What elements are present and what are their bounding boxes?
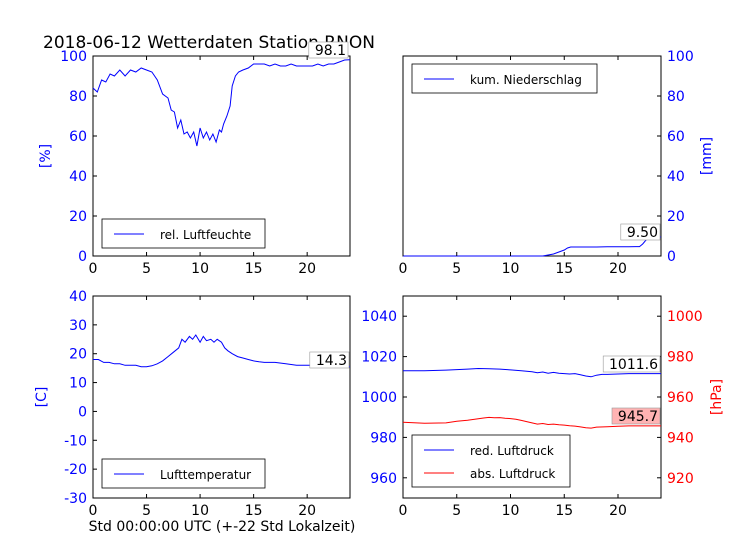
y-tick-label: 100 bbox=[60, 49, 87, 65]
y-tick-label: 960 bbox=[667, 390, 694, 406]
humidity-chart: 0 5 10 15 20 0 20 40 60 80 100 [%] rel. Luftfeuchte 9… bbox=[38, 41, 351, 277]
y-tick-label: 80 bbox=[69, 89, 87, 105]
y-tick-label: 20 bbox=[667, 209, 685, 225]
last-value-label: 945.7 bbox=[618, 409, 658, 425]
last-value-label: 1011.6 bbox=[609, 357, 658, 373]
x-tick-label: 15 bbox=[245, 261, 263, 277]
y-axis-label: [%] bbox=[38, 144, 54, 168]
y-tick-label: 80 bbox=[667, 89, 685, 105]
y-tick-label: -30 bbox=[64, 491, 87, 507]
x-tick-label: 5 bbox=[142, 261, 151, 277]
x-tick-label: 15 bbox=[555, 261, 573, 277]
value-label-box bbox=[620, 223, 661, 241]
y-tick-label: 10 bbox=[69, 376, 87, 392]
y-tick-label: 0 bbox=[667, 249, 676, 265]
x-tick-label: 0 bbox=[399, 261, 408, 277]
y-tick-label: 920 bbox=[667, 471, 694, 487]
y-tick-label: 1040 bbox=[361, 309, 397, 325]
y-tick-label: 0 bbox=[78, 404, 87, 420]
x-tick-label: 10 bbox=[191, 261, 209, 277]
y-tick-label: 980 bbox=[370, 430, 397, 446]
last-value-label: 14.3 bbox=[316, 353, 347, 369]
y-tick-label: 40 bbox=[69, 169, 87, 185]
precipitation-chart: 0 5 10 15 20 0 20 40 60 80 100 [mm] kum. Niederschla… bbox=[399, 49, 715, 277]
y-axis-label-right: [hPa] bbox=[709, 379, 725, 415]
legend-label: red. Luftdruck bbox=[470, 444, 554, 458]
y-tick-label: 100 bbox=[667, 49, 694, 65]
series-line bbox=[403, 236, 661, 257]
value-label-box bbox=[308, 41, 349, 59]
series-line bbox=[402, 416, 661, 429]
y-tick-label: 1000 bbox=[667, 309, 703, 325]
y-tick-label: -20 bbox=[64, 462, 87, 478]
x-tick-label: 5 bbox=[452, 503, 461, 519]
y-tick-label: 1000 bbox=[361, 390, 397, 406]
x-tick-label: 20 bbox=[609, 261, 627, 277]
bottom-xlabel: Std 00:00:00 UTC (+-22 Std Lokalzeit) bbox=[89, 519, 356, 535]
series-line bbox=[93, 334, 350, 368]
x-tick-label: 10 bbox=[502, 503, 520, 519]
x-tick-label: 20 bbox=[298, 261, 316, 277]
y-tick-label: 1020 bbox=[361, 350, 397, 366]
value-label-box bbox=[602, 355, 661, 373]
y-axis-label: [C] bbox=[34, 387, 50, 408]
legend-label: abs. Luftdruck bbox=[470, 467, 555, 481]
legend-label: Lufttemperatur bbox=[160, 468, 251, 482]
y-tick-label: 40 bbox=[667, 169, 685, 185]
series-line bbox=[92, 59, 351, 147]
x-tick-label: 10 bbox=[502, 261, 520, 277]
y-tick-label: 40 bbox=[69, 289, 87, 305]
y-tick-label: 960 bbox=[370, 471, 397, 487]
figure-title: 2018-06-12 Wetterdaten Station RNON bbox=[43, 33, 375, 53]
legend-box bbox=[411, 434, 571, 488]
x-tick-label: 0 bbox=[89, 261, 98, 277]
y-tick-label: 20 bbox=[69, 209, 87, 225]
x-tick-label: 10 bbox=[191, 503, 209, 519]
last-value-label: 9.50 bbox=[627, 225, 658, 241]
value-label-box bbox=[611, 407, 661, 425]
y-tick-label: 20 bbox=[69, 347, 87, 363]
pressure-chart: 0 5 10 15 20 960 980 1000 1020 1040 920 940 960 980 10… bbox=[361, 295, 725, 519]
y-tick-label: 30 bbox=[69, 318, 87, 334]
value-label-box bbox=[309, 351, 350, 369]
y-tick-label: 0 bbox=[78, 249, 87, 265]
x-tick-label: 15 bbox=[555, 503, 573, 519]
x-tick-label: 20 bbox=[609, 503, 627, 519]
x-tick-label: 5 bbox=[142, 503, 151, 519]
plot-frame bbox=[92, 55, 351, 257]
y-tick-label: -10 bbox=[64, 433, 87, 449]
y-axis-label: [mm] bbox=[699, 137, 715, 175]
x-tick-label: 0 bbox=[89, 503, 98, 519]
last-value-label: 98.1 bbox=[315, 43, 346, 59]
x-tick-label: 5 bbox=[452, 261, 461, 277]
y-tick-label: 60 bbox=[667, 129, 685, 145]
x-tick-label: 15 bbox=[245, 503, 263, 519]
legend-label: rel. Luftfeuchte bbox=[160, 228, 251, 242]
x-tick-label: 20 bbox=[298, 503, 316, 519]
x-tick-label: 0 bbox=[399, 503, 408, 519]
y-tick-label: 980 bbox=[667, 350, 694, 366]
series-line bbox=[403, 367, 661, 378]
y-tick-label: 60 bbox=[69, 129, 87, 145]
legend-label: kum. Niederschlag bbox=[470, 73, 582, 87]
temperature-chart: 0 5 10 15 20 -30 -20 -10 0 10 20 30 40 [C] Lufttempera… bbox=[34, 289, 351, 519]
plot-frame bbox=[92, 295, 351, 499]
y-tick-label: 940 bbox=[667, 430, 694, 446]
